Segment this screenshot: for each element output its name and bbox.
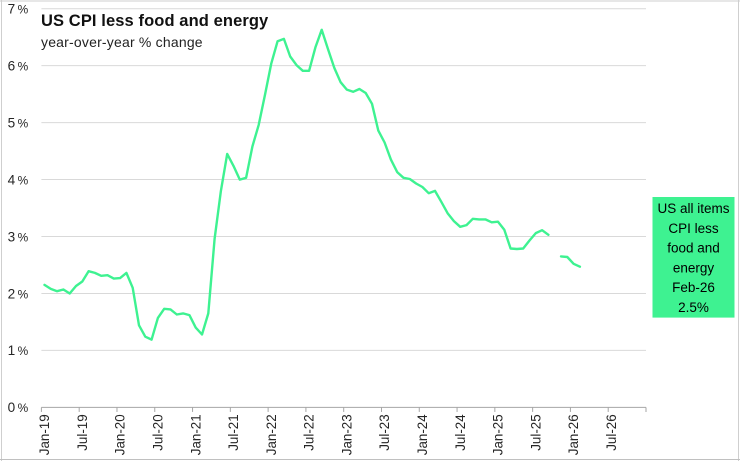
svg-text:US CPI less food and energy: US CPI less food and energy <box>41 12 269 30</box>
svg-text:Jul-22: Jul-22 <box>302 414 317 450</box>
svg-text:Jan-24: Jan-24 <box>415 414 430 455</box>
svg-text:%: % <box>18 3 29 17</box>
svg-text:food and: food and <box>667 241 720 256</box>
svg-text:%: % <box>18 344 29 358</box>
svg-text:Jan-25: Jan-25 <box>491 414 506 455</box>
svg-text:Jul-21: Jul-21 <box>226 414 241 450</box>
svg-text:7: 7 <box>8 2 16 17</box>
svg-text:Jan-22: Jan-22 <box>264 414 279 455</box>
svg-text:Jan-21: Jan-21 <box>188 414 203 455</box>
svg-text:3: 3 <box>8 229 16 244</box>
svg-text:US all items: US all items <box>657 201 729 216</box>
svg-text:4: 4 <box>8 172 16 187</box>
svg-text:Jul-23: Jul-23 <box>377 414 392 450</box>
svg-text:energy: energy <box>673 260 715 275</box>
svg-text:Jan-23: Jan-23 <box>339 414 354 455</box>
svg-text:6: 6 <box>8 58 16 73</box>
svg-text:%: % <box>18 230 29 244</box>
svg-text:1: 1 <box>8 343 16 358</box>
svg-text:5: 5 <box>8 115 16 130</box>
svg-text:Jan-20: Jan-20 <box>113 414 128 455</box>
svg-text:Jan-26: Jan-26 <box>566 414 581 455</box>
svg-text:year-over-year % change: year-over-year % change <box>41 34 203 50</box>
svg-text:%: % <box>18 287 29 301</box>
svg-text:2.5%: 2.5% <box>678 300 709 315</box>
svg-text:%: % <box>18 116 29 130</box>
svg-text:%: % <box>18 173 29 187</box>
svg-text:0: 0 <box>8 400 16 415</box>
svg-text:CPI less: CPI less <box>668 221 719 236</box>
svg-text:%: % <box>18 401 29 415</box>
svg-text:Jul-19: Jul-19 <box>75 414 90 450</box>
svg-text:2: 2 <box>8 286 16 301</box>
svg-text:Jan-19: Jan-19 <box>37 414 52 455</box>
svg-text:Jul-20: Jul-20 <box>151 414 166 450</box>
svg-text:Feb-26: Feb-26 <box>672 280 715 295</box>
svg-text:Jul-26: Jul-26 <box>604 414 619 450</box>
svg-text:Jul-24: Jul-24 <box>453 414 468 451</box>
svg-text:Jul-25: Jul-25 <box>528 414 543 450</box>
svg-text:%: % <box>18 59 29 73</box>
